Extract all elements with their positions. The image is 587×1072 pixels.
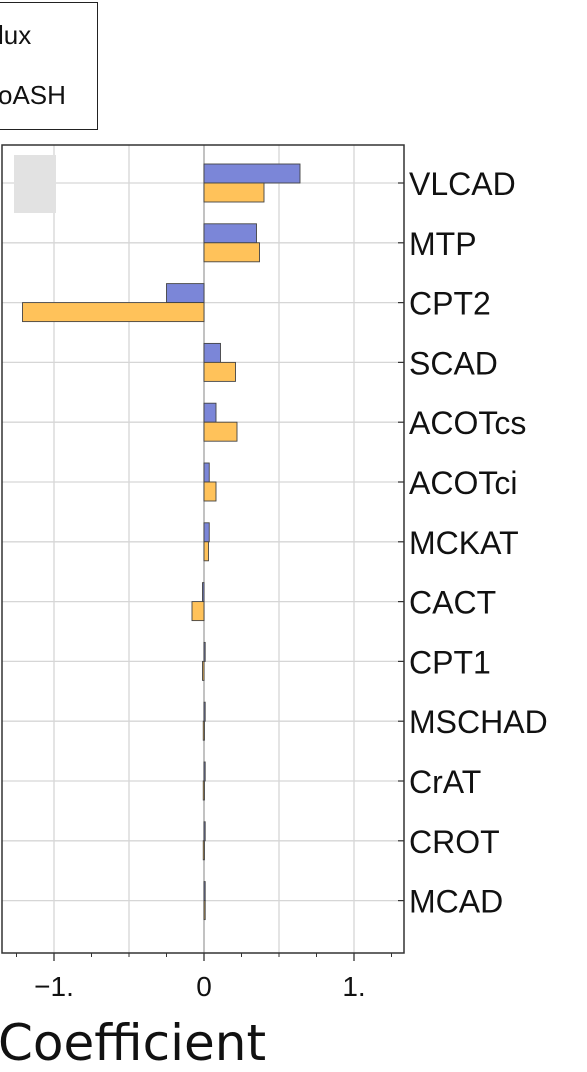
category-label: MSCHAD: [409, 704, 548, 740]
bar-lux-cpt1: [203, 641, 206, 662]
bar-lux-acotci: [203, 462, 210, 483]
bar-oash-crat: [202, 780, 205, 801]
category-label: VLCAD: [409, 166, 516, 202]
bar-lux-cact: [202, 582, 205, 603]
legend: [0, 2, 98, 130]
bar-oash-scad: [203, 361, 236, 382]
category-label: CPT1: [409, 644, 491, 680]
bar-oash-mcad: [203, 900, 206, 921]
plot-frame: [1, 144, 405, 954]
bar-oash-crot: [202, 840, 205, 861]
bar-oash-cpt2: [22, 302, 205, 323]
bar-lux-crot: [203, 821, 206, 842]
category-label: CPT2: [409, 286, 491, 322]
x-tick-label: 1.: [342, 971, 365, 1002]
bar-oash-vlcad: [203, 182, 265, 203]
x-tick-label: 0: [196, 971, 212, 1002]
bar-oash-cact: [191, 601, 205, 622]
bar-oash-acotci: [203, 481, 217, 502]
category-label: CACT: [409, 585, 496, 621]
overlay-patch: [14, 155, 56, 213]
bar-lux-cpt2: [166, 283, 205, 304]
legend-entry-lux: lux: [0, 20, 32, 50]
bar-lux-scad: [203, 342, 221, 363]
bar-oash-acotcs: [203, 421, 238, 442]
category-label: MCAD: [409, 884, 503, 920]
bar-lux-acotcs: [203, 402, 217, 423]
category-label: ACOTci: [409, 465, 517, 501]
plot-area: VLCAD MTP CPT2 SCAD ACOTcs ACOTci MCKAT CACT CPT…: [1, 144, 548, 1002]
bar-lux-vlcad: [203, 163, 301, 184]
legend-entry-oash: oASH: [0, 80, 66, 110]
category-label: MCKAT: [409, 525, 519, 561]
bar-lux-mcad: [203, 881, 206, 902]
bar-lux-crat: [203, 761, 206, 782]
x-tick-label: −1.: [34, 971, 74, 1002]
bar-lux-mtp: [203, 223, 257, 244]
category-label: CROT: [409, 824, 500, 860]
bar-oash-mschad: [202, 720, 205, 741]
category-label: CrAT: [409, 764, 481, 800]
x-axis-title: Coefficient: [0, 1014, 267, 1072]
bar-oash-cpt1: [202, 660, 205, 681]
bar-oash-mtp: [203, 242, 260, 263]
category-label: SCAD: [409, 345, 498, 381]
category-label: ACOTcs: [409, 405, 526, 441]
bar-lux-mckat: [203, 522, 210, 543]
category-label: MTP: [409, 226, 477, 262]
bar-lux-mschad: [203, 701, 206, 722]
bar-oash-mckat: [203, 541, 209, 562]
